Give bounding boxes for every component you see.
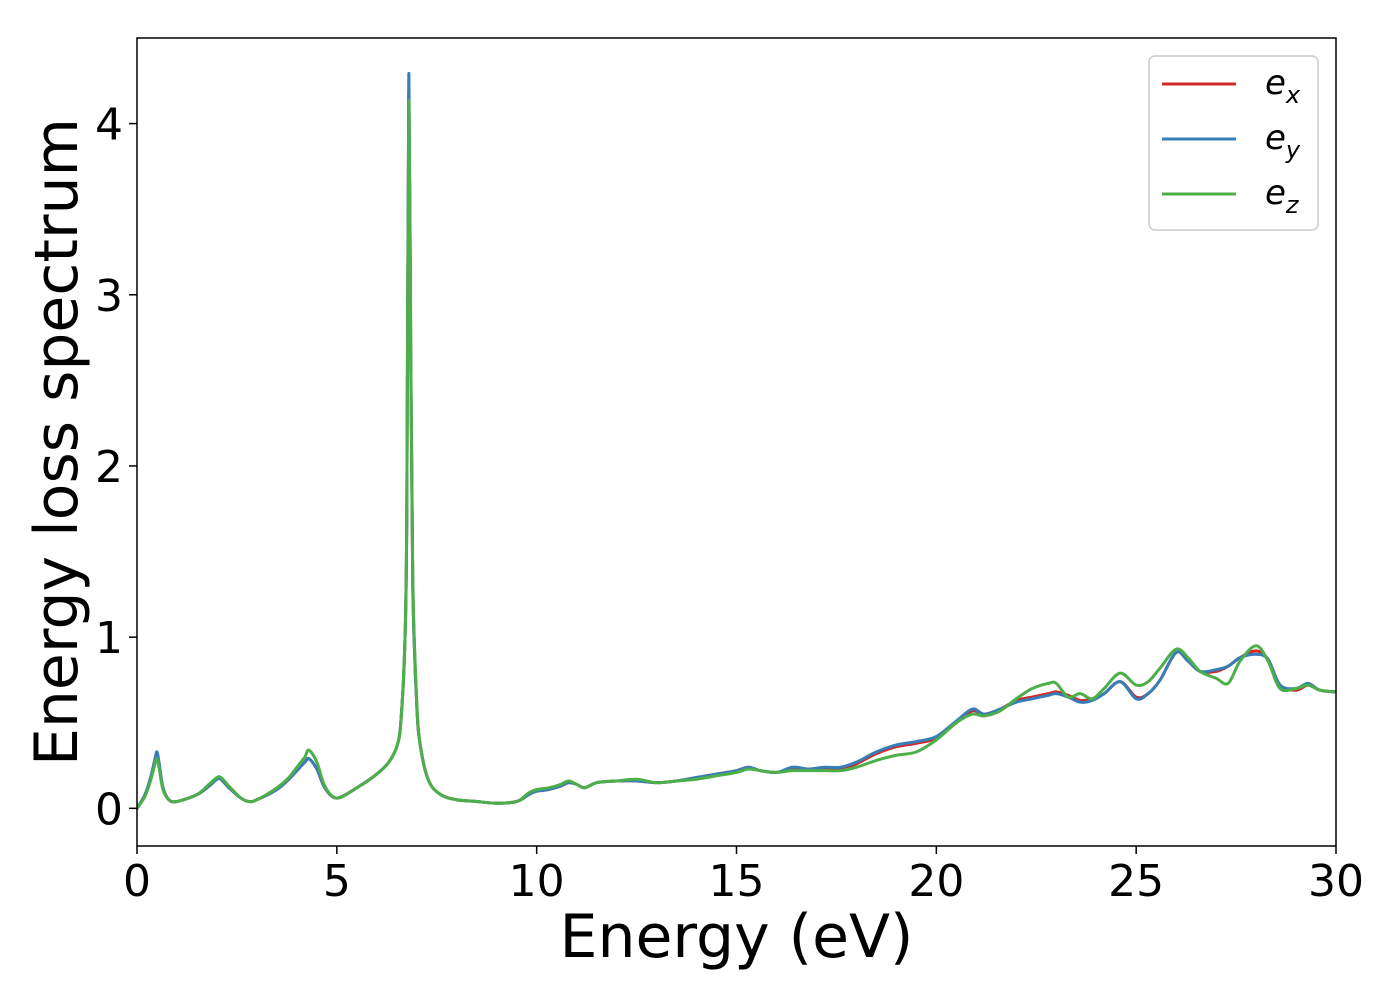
- series-layer: [137, 71, 1336, 810]
- series-line-z: [137, 98, 1336, 810]
- legend-item-x: ex: [1162, 63, 1301, 109]
- x-tick-label: 10: [509, 856, 565, 907]
- x-tick-label: 25: [1108, 856, 1164, 907]
- legend-label: ex: [1265, 63, 1301, 109]
- legend-label: ez: [1265, 173, 1300, 219]
- y-axis: 0 1 2 3 4: [95, 100, 137, 835]
- y-axis-title: Energy loss spectrum: [22, 118, 92, 766]
- x-axis-title: Energy (eV): [560, 902, 914, 972]
- y-tick-label: 2: [95, 442, 123, 493]
- x-tick-label: 15: [709, 856, 765, 907]
- x-axis: 0 5 10 15 20 25 30: [123, 846, 1364, 907]
- legend-label: ey: [1265, 118, 1301, 164]
- x-tick-label: 5: [323, 856, 351, 907]
- legend-box: [1148, 55, 1319, 231]
- legend: ex ey ez: [1148, 55, 1319, 231]
- y-tick-label: 4: [95, 100, 123, 151]
- legend-item-z: ez: [1162, 173, 1300, 219]
- x-tick-label: 0: [123, 856, 151, 907]
- y-tick-label: 0: [95, 784, 123, 835]
- legend-item-y: ey: [1162, 118, 1301, 164]
- y-tick-label: 1: [95, 613, 123, 664]
- x-tick-label: 20: [908, 856, 964, 907]
- x-tick-label: 30: [1308, 856, 1364, 907]
- y-tick-label: 3: [95, 271, 123, 322]
